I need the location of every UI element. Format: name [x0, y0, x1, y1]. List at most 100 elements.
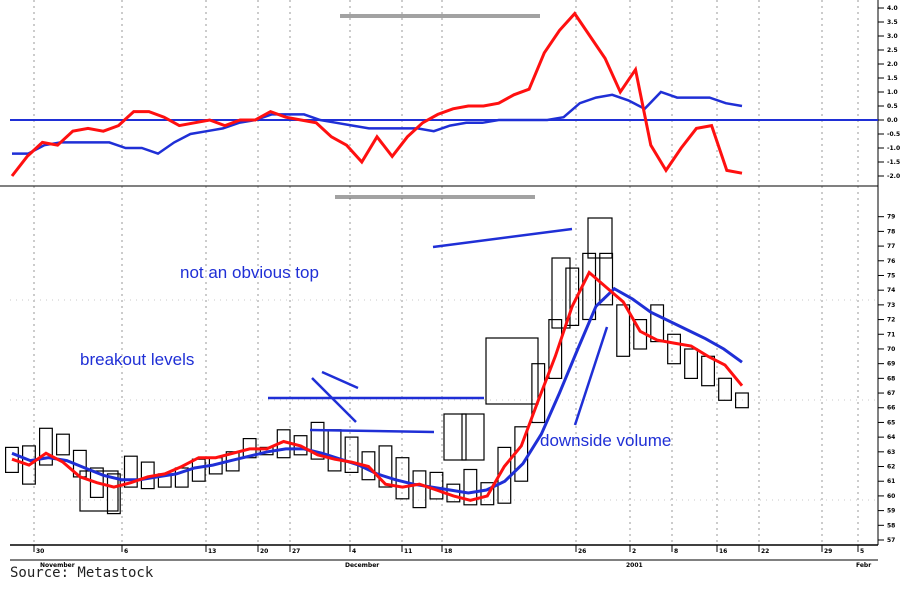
lower-panel-title: [335, 195, 535, 199]
annotation-stroke-volume: [573, 326, 609, 426]
x-axis-ticks: 30 6 13 20 27 4 11 18 26 2 8 16 22 29 5: [33, 545, 864, 555]
oscillator-red-line: [10, 11, 743, 177]
annotation-stroke-breakout-2: [309, 428, 435, 434]
price-candle: [734, 392, 749, 409]
x-axis: [10, 544, 878, 561]
upper-panel: 4.0 3.5 3.0 2.5 2.0 1.5 1.0 0.5 0.0 -0.5 -1.0 -1.5 -…: [0, 0, 900, 545]
lower-y-tick-label: 67: [887, 390, 895, 397]
annotation-stroke-diag-2: [321, 370, 359, 390]
x-tick-label: 20: [260, 548, 268, 555]
upper-panel-title: [340, 14, 540, 18]
x-month-label: 2001: [626, 562, 643, 569]
lower-y-tick-label: 70: [887, 346, 895, 353]
price-candle: [89, 467, 104, 498]
upper-y-tick-label: 1.5: [887, 75, 898, 82]
price-candle: [395, 457, 410, 500]
price-candle: [548, 319, 563, 380]
lower-y-tick-label: 68: [887, 375, 895, 382]
lower-y-tick-label: 61: [887, 478, 895, 485]
x-tick-label: 5: [860, 548, 864, 555]
x-tick-label: 4: [352, 548, 356, 555]
lower-y-tick-label: 73: [887, 302, 895, 309]
volume-box: [461, 413, 485, 461]
lower-y-axis: 79 78 77 76 75 74 73 72 71 70 69 68 67 66 65 64 63 62 61 60…: [878, 214, 895, 544]
x-tick-label: 6: [124, 548, 128, 555]
moving-average-red-line: [11, 270, 744, 502]
price-candle: [123, 455, 138, 488]
price-candle: [412, 470, 427, 509]
upper-y-tick-label: 3.0: [887, 33, 898, 40]
lower-y-tick-label: 57: [887, 537, 895, 544]
vertical-grid: [10, 0, 878, 545]
x-tick-label: 16: [719, 548, 727, 555]
volume-box: [443, 413, 467, 461]
price-candle: [55, 433, 70, 456]
lower-y-tick-label: 64: [887, 434, 895, 441]
lower-y-tick-label: 75: [887, 272, 895, 279]
lower-y-tick-label: 76: [887, 258, 895, 265]
volume-box: [79, 470, 119, 512]
upper-y-tick-label: 0.5: [887, 103, 898, 110]
volume-boxes: [79, 217, 613, 512]
source-caption: Source: Metastock: [10, 565, 154, 581]
upper-y-tick-label: 4.0: [887, 5, 898, 12]
price-candle: [616, 304, 631, 357]
lower-y-tick-label: 78: [887, 228, 895, 235]
annotation-breakout-levels: breakout levels: [80, 350, 194, 369]
x-tick-label: 2: [632, 548, 636, 555]
lower-y-tick-label: 77: [887, 243, 895, 250]
upper-y-tick-label: 1.0: [887, 89, 898, 96]
lower-y-tick-label: 65: [887, 419, 895, 426]
price-candle: [106, 473, 121, 515]
lower-y-tick-label: 63: [887, 449, 895, 456]
x-tick-label: 27: [292, 548, 300, 555]
x-tick-label: 8: [674, 548, 678, 555]
lower-y-tick-label: 79: [887, 214, 895, 221]
lower-y-tick-label: 66: [887, 405, 895, 412]
annotation-stroke-diag-1: [311, 377, 357, 423]
price-candle: [718, 377, 733, 401]
x-month-label: December: [345, 562, 379, 569]
x-tick-label: 30: [36, 548, 44, 555]
upper-y-axis: 4.0 3.5 3.0 2.5 2.0 1.5 1.0 0.5 0.0 -0.5 -1.0 -1.5 -…: [878, 5, 900, 180]
x-tick-label: 13: [208, 548, 216, 555]
lower-y-tick-label: 74: [887, 287, 895, 294]
volume-box: [551, 257, 571, 329]
lower-y-tick-label: 58: [887, 522, 895, 529]
x-tick-label: 29: [824, 548, 832, 555]
upper-y-tick-label: -0.5: [887, 131, 900, 138]
annotation-stroke-top: [432, 227, 573, 249]
lower-y-tick-label: 69: [887, 361, 895, 368]
price-candle: [480, 482, 495, 506]
lower-y-tick-label: 72: [887, 317, 895, 324]
annotation-not-an-obvious-top: not an obvious top: [180, 263, 319, 282]
price-candle: [22, 445, 36, 485]
volume-box: [485, 337, 539, 405]
upper-y-tick-label: -1.0: [887, 145, 900, 152]
annotation-downside-volume: downside volume: [540, 431, 671, 450]
x-tick-label: 18: [444, 548, 452, 555]
price-candle: [463, 468, 478, 506]
lower-y-tick-label: 71: [887, 331, 895, 338]
oscillator-blue-line: [12, 90, 743, 155]
lower-y-tick-label: 62: [887, 464, 895, 471]
lower-y-tick-label: 60: [887, 493, 895, 500]
upper-y-tick-label: -1.5: [887, 159, 900, 166]
upper-y-tick-label: 2.5: [887, 47, 898, 54]
price-candle: [38, 427, 53, 466]
upper-y-tick-label: 2.0: [887, 61, 898, 68]
price-candle: [310, 421, 325, 460]
x-tick-label: 11: [404, 548, 412, 555]
price-candle: [344, 436, 359, 474]
x-axis-months: November December 2001 Febr: [40, 562, 871, 569]
annotation-strokes: [268, 227, 609, 434]
lower-y-tick-label: 59: [887, 508, 895, 515]
x-tick-label: 22: [761, 548, 769, 555]
price-candle: [378, 445, 393, 488]
price-candle: [531, 363, 546, 424]
x-month-label: Febr: [856, 562, 871, 569]
price-candle: [667, 333, 682, 365]
upper-y-tick-label: -2.0: [887, 173, 900, 180]
